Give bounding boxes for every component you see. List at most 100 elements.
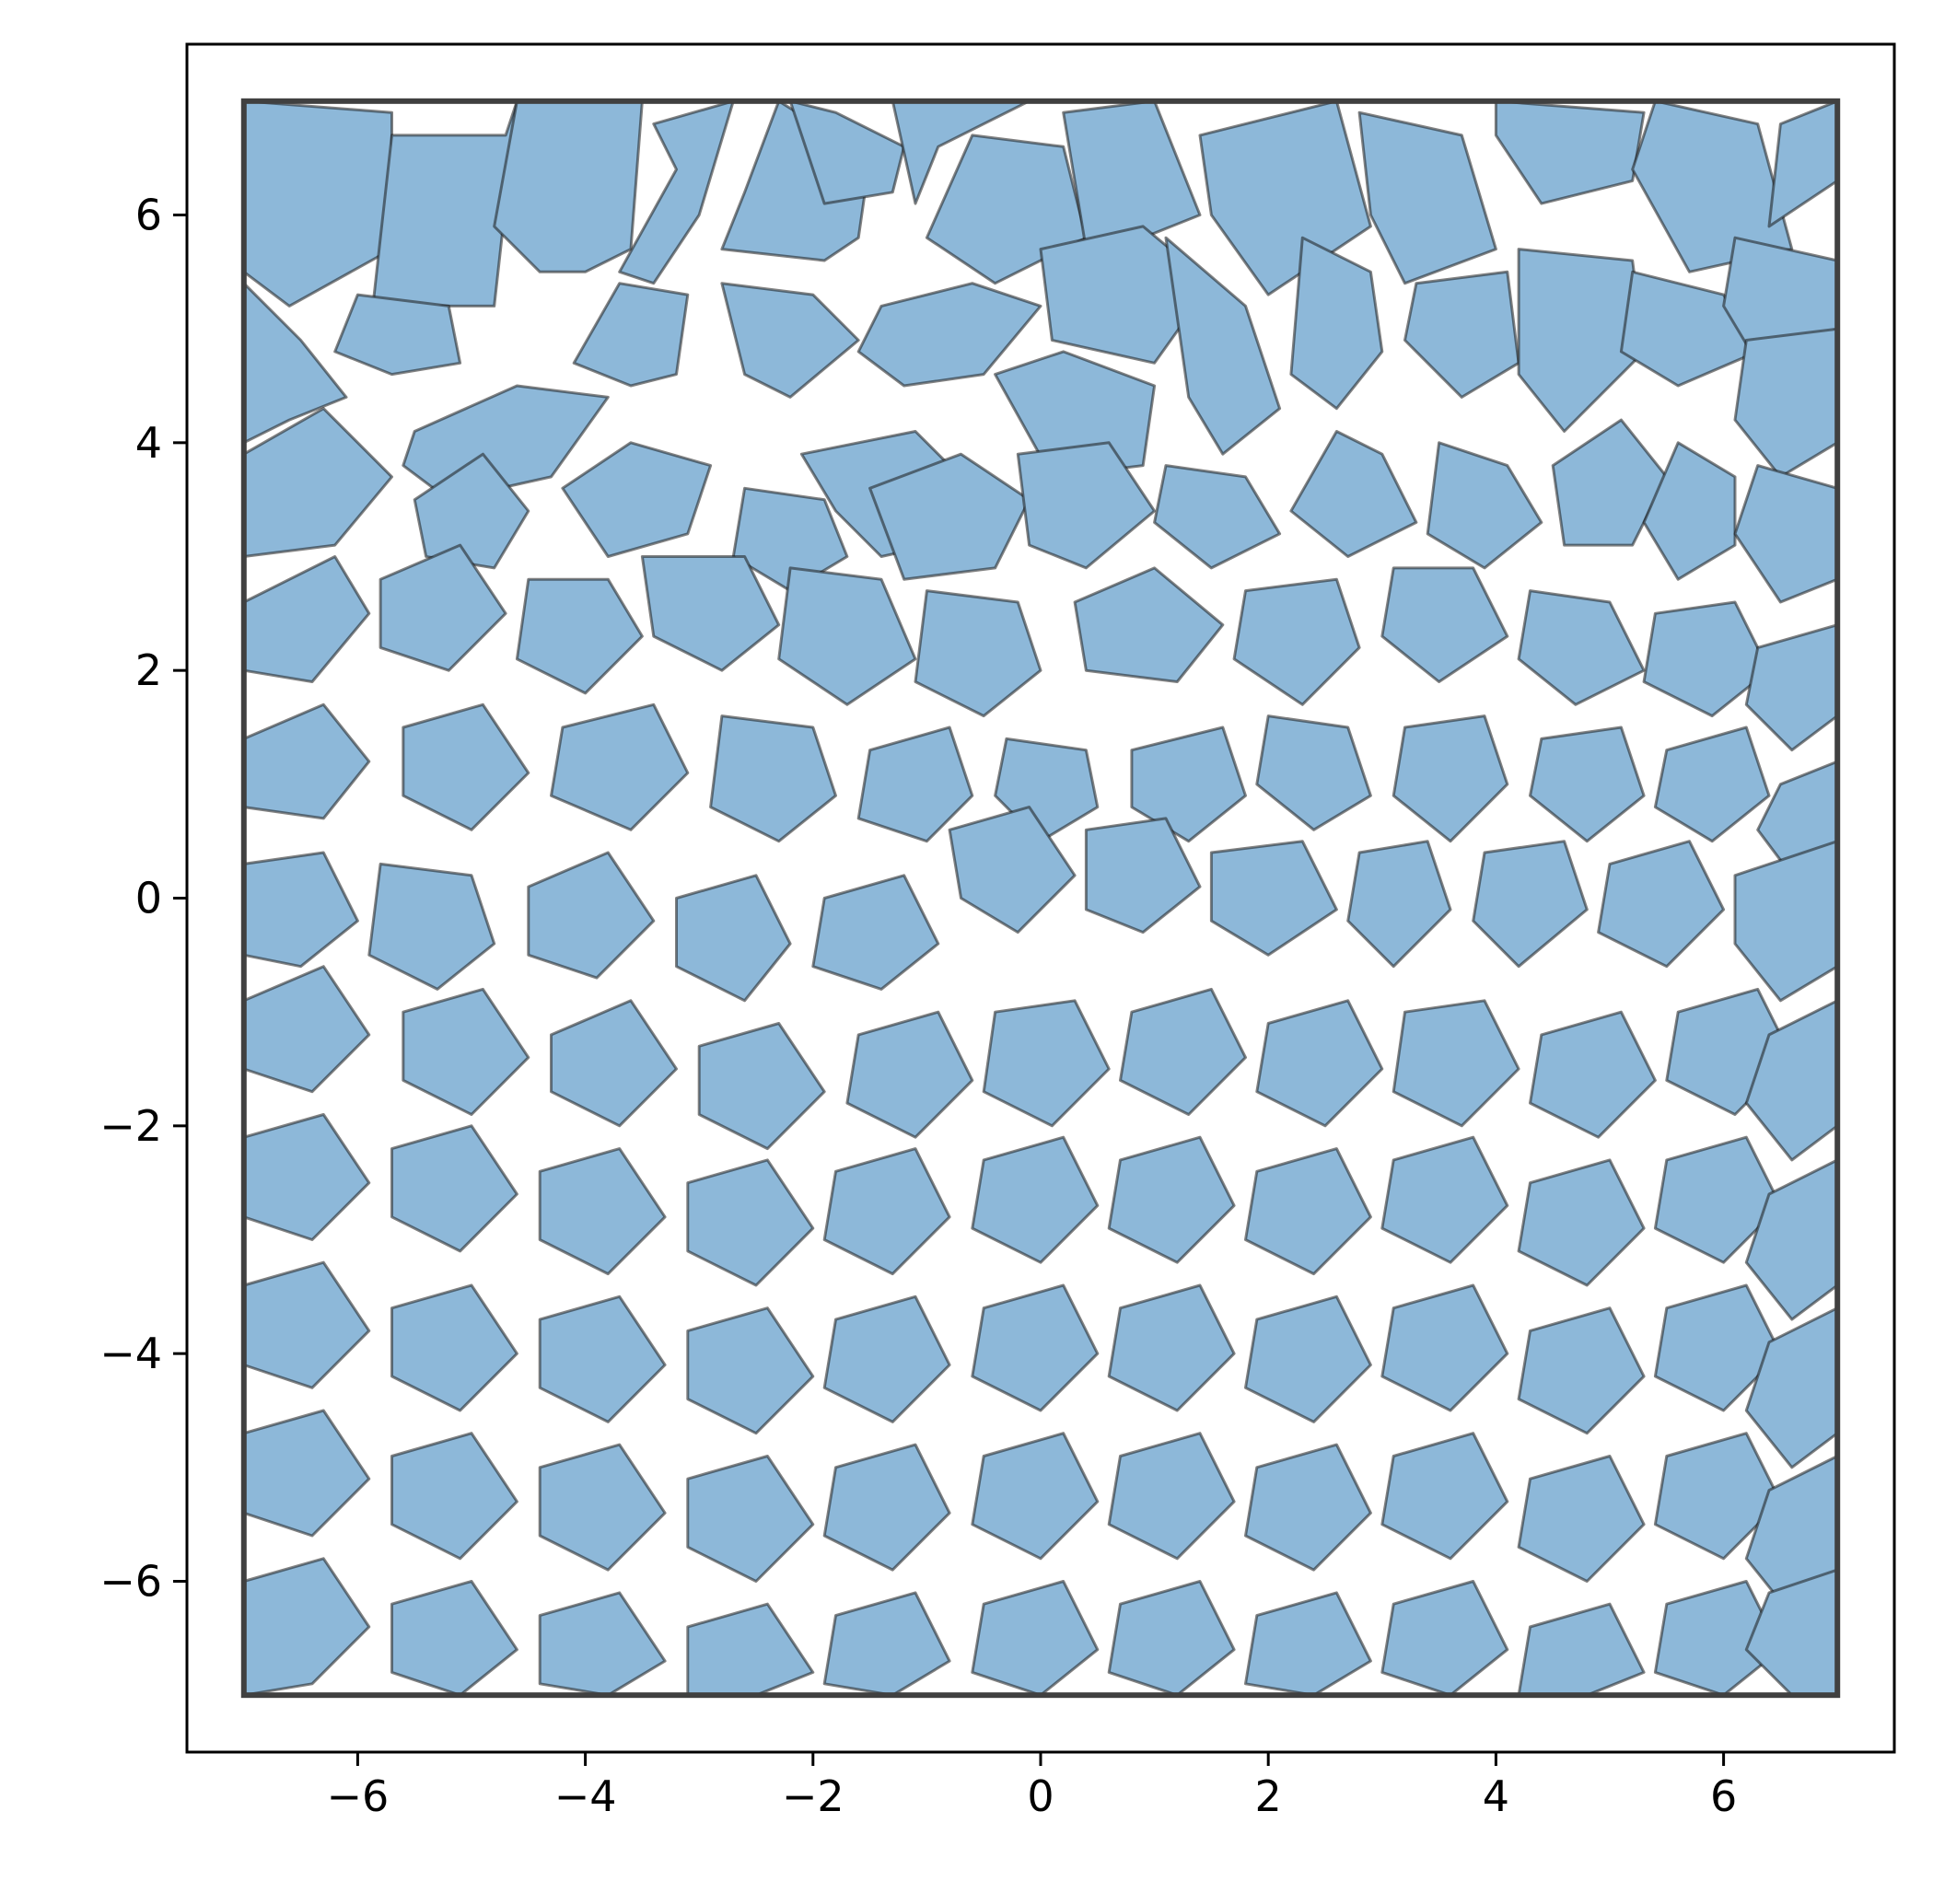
polygon-patch	[1653, 1432, 1782, 1561]
polygon-patch	[822, 1294, 951, 1423]
polygon-patch	[1244, 1294, 1372, 1423]
polygon-patch	[1653, 1283, 1782, 1412]
polygon-patch	[538, 1443, 667, 1572]
polygon-patch	[1392, 714, 1509, 843]
y-tick-label: 2	[135, 645, 162, 695]
polygon-patch	[242, 99, 393, 308]
polygon-patch	[1733, 840, 1839, 1003]
polygon-patch	[1255, 714, 1372, 831]
polygon-patch	[640, 555, 781, 672]
polygon-patch	[1107, 1135, 1236, 1264]
polygon-patch	[777, 566, 917, 706]
polygon-patch	[1016, 441, 1157, 570]
polygon-patches	[242, 99, 1839, 1697]
polygon-patch	[242, 1409, 371, 1538]
polygon-patch	[1289, 236, 1384, 411]
polygon-patch	[538, 1147, 667, 1276]
y-tick-label: 6	[135, 191, 162, 240]
x-tick-label: 6	[1710, 1771, 1737, 1821]
polygon-patch	[1517, 1158, 1646, 1287]
polygon-patch	[1357, 110, 1497, 285]
polygon-patch	[868, 452, 1031, 581]
polygon-patch	[971, 1135, 1100, 1264]
polygon-patch	[515, 577, 644, 695]
polygon-patch	[493, 99, 644, 273]
polygon-patch	[1744, 1158, 1839, 1321]
polygon-patch	[822, 1147, 951, 1276]
polygon-patch	[1517, 1455, 1646, 1583]
polygon-patch	[390, 1432, 518, 1561]
polygon-patch	[1529, 1010, 1657, 1139]
polygon-patch	[1733, 327, 1839, 479]
polygon-patch	[1494, 99, 1646, 205]
polygon-patch	[1392, 999, 1520, 1128]
y-tick-label: −2	[99, 1101, 162, 1151]
polygon-patch	[1119, 987, 1247, 1116]
polygon-patch	[948, 806, 1077, 935]
polygon-patch	[1744, 1568, 1839, 1697]
polygon-patch	[925, 134, 1088, 285]
polygon-patch	[390, 1283, 518, 1412]
y-axis: 6 4 2 0 −2 −4 −6	[99, 191, 187, 1607]
polygon-patch	[1232, 577, 1361, 706]
polygon-patch	[367, 99, 518, 342]
polygon-patch	[1426, 441, 1543, 570]
polygon-patch	[1062, 99, 1202, 251]
polygon-patch	[402, 384, 610, 502]
x-tick-label: 4	[1483, 1771, 1509, 1821]
polygon-patch	[675, 874, 792, 1003]
polygon-patch	[242, 702, 371, 820]
polygon-patch	[572, 282, 690, 388]
x-tick-label: 0	[1027, 1771, 1054, 1821]
polygon-patch	[1733, 464, 1839, 604]
polygon-patch	[1403, 270, 1520, 399]
polygon-patch	[402, 987, 530, 1116]
polygon-patch	[686, 1306, 815, 1435]
polygon-patch	[242, 1260, 371, 1389]
polygon-patch	[561, 441, 713, 558]
polygon-patch	[413, 452, 530, 570]
polygon-patch	[1653, 1135, 1782, 1264]
polygon-patch	[1380, 1135, 1509, 1264]
polygon-patch	[1164, 236, 1282, 456]
polygon-patch	[697, 1022, 826, 1151]
polygon-patch	[971, 1283, 1100, 1412]
polygon-patch	[1380, 566, 1509, 683]
polygon-patch	[1529, 726, 1646, 843]
polygon-patch	[367, 862, 496, 991]
polygon-patch	[971, 1432, 1100, 1561]
polygon-patch	[538, 1294, 667, 1423]
y-tick-label: 0	[135, 874, 162, 923]
polygon-patch	[1255, 999, 1384, 1128]
polygon-patch	[538, 1591, 667, 1697]
polygon-patch	[1517, 248, 1646, 433]
x-tick-label: 2	[1255, 1771, 1282, 1821]
polygon-patch	[686, 1158, 815, 1287]
polygon-patch	[1744, 1306, 1839, 1469]
polygon-patch	[242, 1557, 371, 1697]
polygon-patch	[856, 282, 1042, 388]
polygon-patch	[1653, 1580, 1782, 1697]
polygon-patch	[1244, 1591, 1372, 1697]
y-tick-label: 4	[135, 418, 162, 468]
x-axis: −6 −4 −2 0 2 4 6	[326, 1752, 1737, 1821]
polygon-patch	[1244, 1443, 1372, 1572]
polygon-patch	[1653, 726, 1771, 843]
polygon-patch	[1073, 566, 1225, 683]
polygon-patch	[1472, 840, 1589, 969]
polygon-patch	[1380, 1283, 1509, 1412]
polygon-patch	[1107, 1432, 1236, 1561]
polygon-patch	[1597, 840, 1726, 969]
polygon-patch	[1767, 99, 1839, 228]
polygon-patch	[686, 1602, 815, 1697]
x-tick-label: −2	[782, 1771, 844, 1821]
polygon-patch	[1289, 430, 1418, 558]
polygon-patch	[1346, 840, 1452, 969]
polygon-patch	[1380, 1432, 1509, 1561]
polygon-patch	[1642, 600, 1771, 718]
polygon-patch	[550, 999, 678, 1128]
polygon-patch	[390, 1580, 518, 1697]
polygon-patch	[333, 293, 462, 377]
polygon-patch	[845, 1010, 974, 1139]
